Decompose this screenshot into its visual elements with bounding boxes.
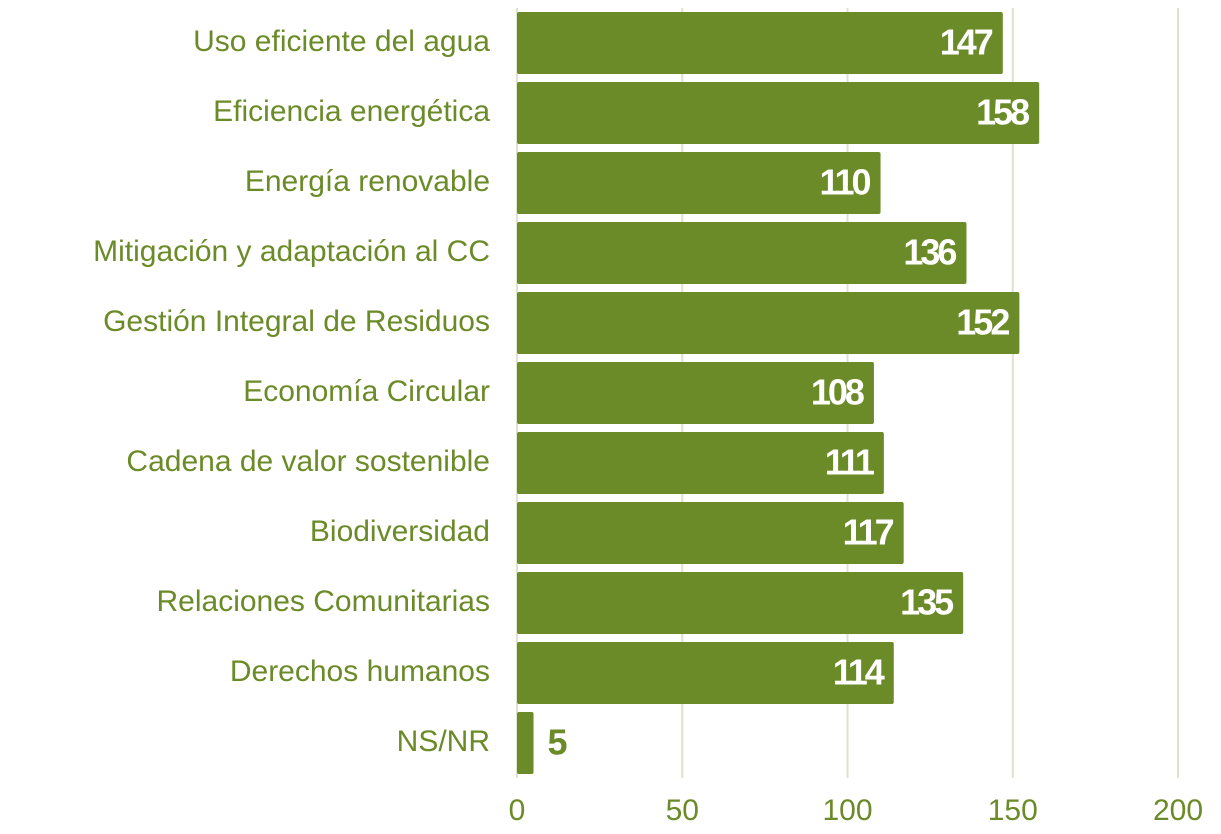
bar [517,572,964,634]
bar [517,292,1020,354]
bar [517,502,904,564]
x-tick-label: 50 [666,794,699,827]
bar [517,82,1040,144]
x-tick-label: 0 [509,794,526,827]
x-tick-label: 150 [988,794,1038,827]
category-label: Biodiversidad [310,515,490,548]
value-label: 147 [940,22,993,63]
category-label: Eficiencia energética [213,95,490,128]
bar [517,432,884,494]
category-label: Mitigación y adaptación al CC [93,235,490,268]
value-label: 158 [976,92,1029,133]
category-label: Gestión Integral de Residuos [103,305,490,338]
x-tick-label: 200 [1153,794,1203,827]
category-label: Uso eficiente del agua [193,25,490,58]
value-label: 135 [900,582,954,623]
category-label: Cadena de valor sostenible [126,445,490,478]
category-label: Economía Circular [243,375,490,408]
category-label: Energía renovable [245,165,490,198]
bar [517,362,874,424]
value-label: 108 [811,372,864,413]
value-label: 114 [833,652,885,693]
bar [517,642,894,704]
x-tick-label: 100 [822,794,872,827]
value-label: 136 [903,232,956,273]
category-label: Relaciones Comunitarias [157,585,491,618]
value-label: 152 [956,302,1009,343]
bar [517,712,534,774]
category-label: Derechos humanos [230,655,490,688]
bar [517,152,881,214]
value-label: 111 [825,442,875,483]
category-label: NS/NR [397,725,490,758]
bar [517,12,1003,74]
bar [517,222,967,284]
value-label: 117 [843,512,894,553]
value-label: 110 [819,162,870,203]
value-label: 5 [548,722,568,763]
